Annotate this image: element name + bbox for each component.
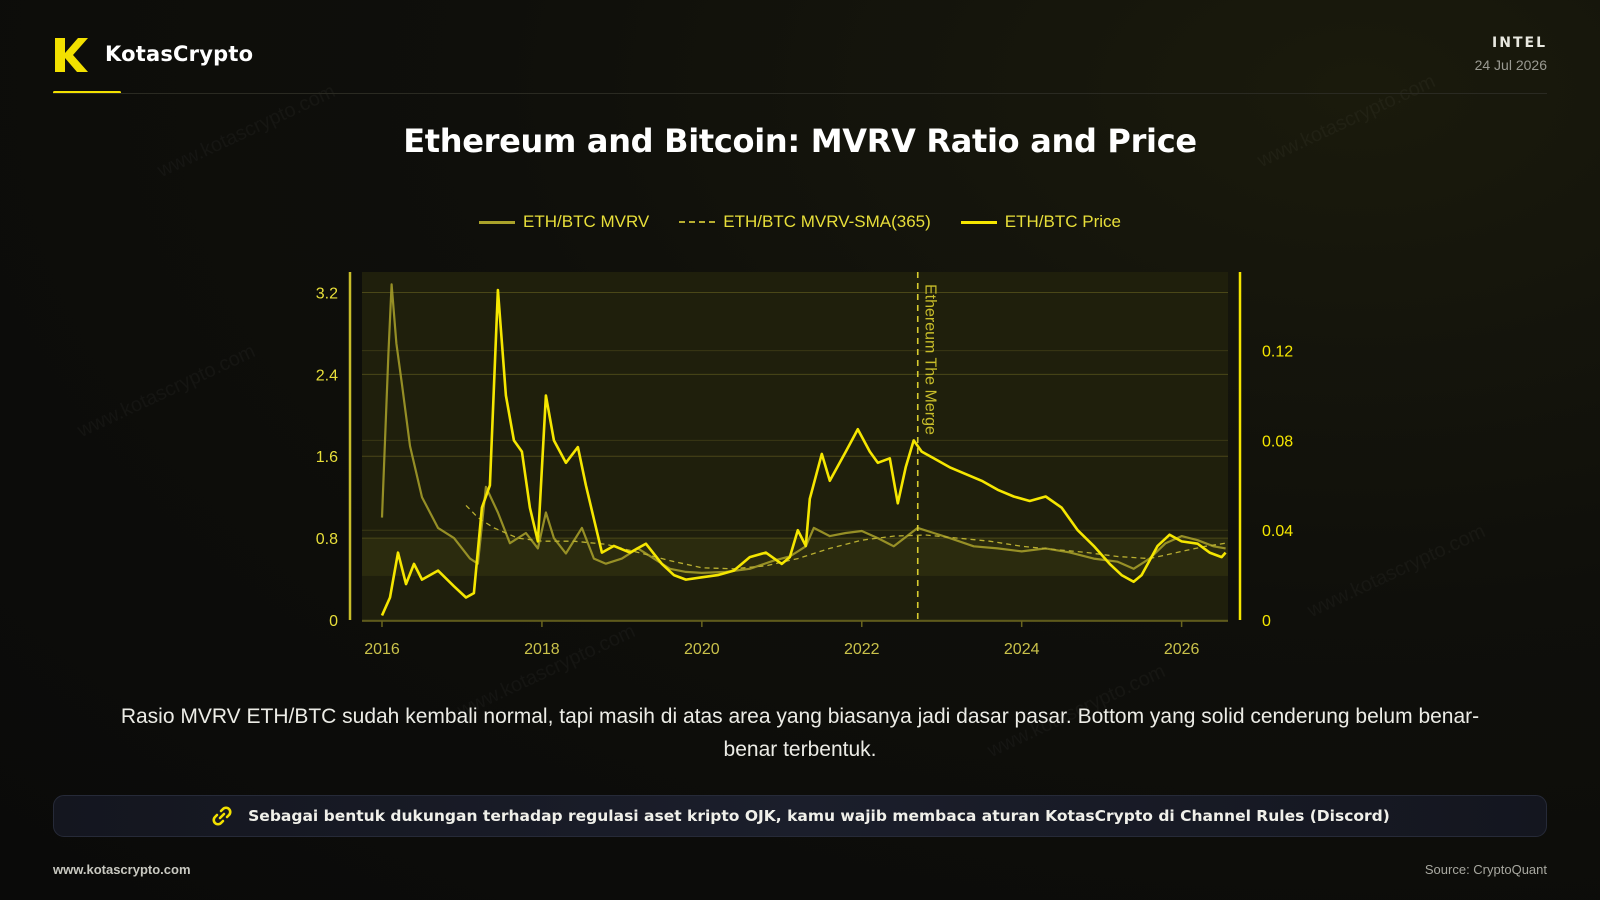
merge-annotation-label: Ethereum The Merge	[922, 284, 939, 435]
header-meta: INTEL 24 Jul 2026	[1475, 35, 1547, 73]
publish-date: 24 Jul 2026	[1474, 57, 1547, 73]
legend-label-mvrv: ETH/BTC MVRV	[523, 212, 650, 231]
x-tick-label: 2026	[1164, 641, 1200, 658]
legend-swatch-sma	[679, 221, 716, 223]
header: KotasCrypto INTEL 24 Jul 2026	[53, 32, 1547, 94]
chart-caption: Rasio MVRV ETH/BTC sudah kembali normal,…	[120, 705, 1480, 761]
website-link[interactable]: www.kotascrypto.com	[53, 862, 191, 877]
brand-name[interactable]: KotasCrypto	[105, 42, 254, 66]
left-tick-label: 3.2	[316, 285, 338, 302]
regulation-notice[interactable]: Sebagai bentuk dukungan terhadap regulas…	[53, 795, 1547, 837]
right-tick-label: 0.04	[1262, 523, 1293, 540]
legend-item-mvrv: ETH/BTC MVRV	[479, 212, 649, 232]
left-tick-label: 1.6	[316, 449, 338, 466]
legend-label-sma: ETH/BTC MVRV-SMA(365)	[723, 212, 931, 231]
x-tick-label: 2016	[364, 641, 400, 658]
left-tick-label: 2.4	[316, 367, 338, 384]
legend-swatch-mvrv	[479, 220, 516, 224]
legend-label-price: ETH/BTC Price	[1004, 212, 1121, 231]
header-divider	[53, 93, 1547, 94]
x-tick-label: 2020	[684, 641, 720, 658]
legend-item-sma: ETH/BTC MVRV-SMA(365)	[679, 212, 931, 232]
x-tick-label: 2018	[524, 641, 560, 658]
x-tick-label: 2022	[844, 641, 880, 658]
kotascrypto-logo-icon[interactable]	[53, 36, 89, 74]
legend-swatch-price	[960, 220, 997, 224]
left-tick-label: 0	[329, 613, 338, 630]
notice-text: Sebagai bentuk dukungan terhadap regulas…	[248, 807, 1390, 825]
left-tick-label: 0.8	[316, 531, 338, 548]
link-icon	[212, 806, 232, 826]
chart-legend: ETH/BTC MVRV ETH/BTC MVRV-SMA(365) ETH/B…	[0, 212, 1600, 232]
brand-underline	[53, 91, 121, 94]
right-tick-label: 0.12	[1262, 344, 1293, 361]
data-source: Source: CryptoQuant	[1424, 862, 1547, 877]
legend-item-price: ETH/BTC Price	[960, 212, 1121, 232]
series-line-2	[380, 288, 1227, 617]
series-line-1	[465, 504, 1226, 570]
chart-title: Ethereum and Bitcoin: MVRV Ratio and Pri…	[403, 122, 1197, 160]
section-label: INTEL	[1492, 35, 1547, 51]
x-tick-label: 2024	[1004, 641, 1040, 658]
right-tick-label: 0.08	[1262, 433, 1293, 450]
right-tick-label: 0	[1262, 613, 1271, 630]
